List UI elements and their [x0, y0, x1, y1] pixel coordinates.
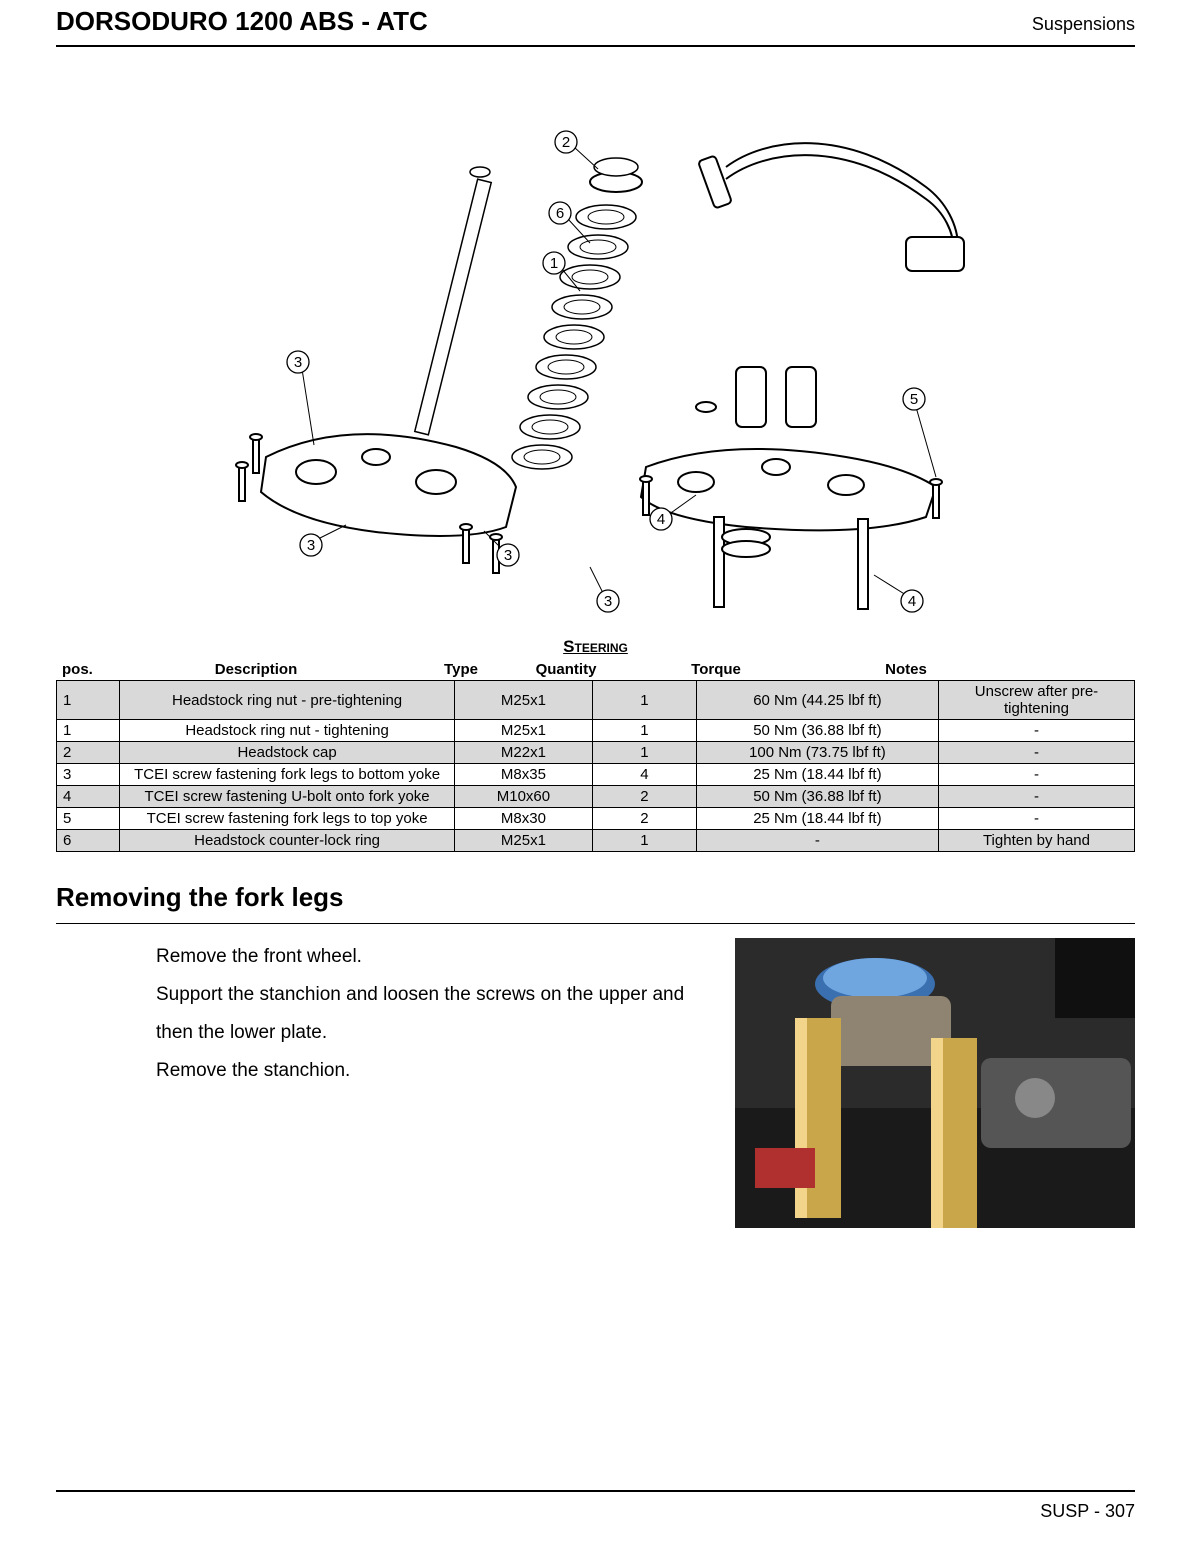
table-cell: TCEI screw fastening fork legs to bottom…	[120, 764, 454, 786]
table-row: 3TCEI screw fastening fork legs to botto…	[57, 764, 1135, 786]
table-cell: M25x1	[454, 720, 592, 742]
callout-3a: 3	[293, 354, 301, 371]
upper-yoke	[640, 367, 942, 609]
instruction-text: Remove the front wheel. Support the stan…	[156, 938, 717, 1090]
instruction-line: Support the stanchion and loosen the scr…	[156, 976, 717, 1052]
callout-5: 5	[909, 391, 917, 408]
callout-4b: 4	[907, 593, 915, 610]
table-cell: 1	[593, 720, 697, 742]
header-title: DORSODURO 1200 ABS - ATC	[56, 6, 428, 37]
table-cell: Headstock ring nut - pre-tightening	[120, 681, 454, 720]
table-row: 6Headstock counter-lock ringM25x11-Tight…	[57, 830, 1135, 852]
steering-table-wrap: Steering pos. Description Type Quantity …	[56, 637, 1135, 852]
table-cell: -	[938, 742, 1134, 764]
table-cell: M25x1	[454, 830, 592, 852]
callout-6: 6	[555, 205, 563, 222]
section-rule	[56, 923, 1135, 924]
table-cell: 50 Nm (36.88 lbf ft)	[696, 786, 938, 808]
table-cell: 1	[593, 742, 697, 764]
callout-3d: 3	[603, 593, 611, 610]
table-cell: 1	[57, 720, 120, 742]
table-cell: M8x35	[454, 764, 592, 786]
table-cell: -	[938, 786, 1134, 808]
callout-3c: 3	[503, 547, 511, 564]
table-cell: 60 Nm (44.25 lbf ft)	[696, 681, 938, 720]
table-title: Steering	[56, 637, 1135, 657]
header-section: Suspensions	[1032, 14, 1135, 35]
table-cell: M25x1	[454, 681, 592, 720]
callout-3b: 3	[306, 537, 314, 554]
table-row: 5TCEI screw fastening fork legs to top y…	[57, 808, 1135, 830]
th-pos: pos.	[56, 659, 111, 680]
instruction-line: Remove the stanchion.	[156, 1052, 717, 1090]
table-cell: 50 Nm (36.88 lbf ft)	[696, 720, 938, 742]
headstock-stack	[512, 158, 642, 469]
table-cell: Headstock counter-lock ring	[120, 830, 454, 852]
fork-photo	[735, 938, 1135, 1228]
table-header-row: pos. Description Type Quantity Torque No…	[56, 659, 1135, 680]
th-qty: Quantity	[521, 659, 611, 680]
handlebar	[697, 143, 963, 271]
table-cell: 2	[57, 742, 120, 764]
table-cell: Headstock ring nut - tightening	[120, 720, 454, 742]
callout-4a: 4	[656, 511, 664, 528]
table-cell: TCEI screw fastening fork legs to top yo…	[120, 808, 454, 830]
th-torq: Torque	[611, 659, 821, 680]
table-cell: 25 Nm (18.44 lbf ft)	[696, 764, 938, 786]
table-cell: 100 Nm (73.75 lbf ft)	[696, 742, 938, 764]
table-cell: M10x60	[454, 786, 592, 808]
callout-2: 2	[561, 134, 569, 151]
table-row: 4TCEI screw fastening U-bolt onto fork y…	[57, 786, 1135, 808]
callout-1: 1	[549, 255, 557, 272]
subheading-removing-fork-legs: Removing the fork legs	[56, 882, 1135, 913]
steering-axle	[414, 167, 490, 435]
table-cell: 3	[57, 764, 120, 786]
instruction-row: Remove the front wheel. Support the stan…	[56, 938, 1135, 1228]
table-row: 1Headstock ring nut - pre-tighteningM25x…	[57, 681, 1135, 720]
table-cell: 25 Nm (18.44 lbf ft)	[696, 808, 938, 830]
table-cell: 1	[593, 830, 697, 852]
table-cell: 6	[57, 830, 120, 852]
table-cell: M8x30	[454, 808, 592, 830]
th-desc: Description	[111, 659, 401, 680]
footer-page-label: SUSP - 307	[1040, 1501, 1135, 1522]
exploded-diagram-wrap: 2 6 1 3 3 3 3 4 4 5	[56, 47, 1135, 633]
table-cell: Unscrew after pre-tightening	[938, 681, 1134, 720]
table-cell: TCEI screw fastening U-bolt onto fork yo…	[120, 786, 454, 808]
page-header: DORSODURO 1200 ABS - ATC Suspensions	[56, 0, 1135, 47]
table-cell: 1	[593, 681, 697, 720]
table-cell: -	[938, 808, 1134, 830]
exploded-diagram: 2 6 1 3 3 3 3 4 4 5	[206, 87, 986, 617]
table-cell: M22x1	[454, 742, 592, 764]
table-row: 2Headstock capM22x11100 Nm (73.75 lbf ft…	[57, 742, 1135, 764]
th-type: Type	[401, 659, 521, 680]
lower-yoke	[236, 434, 516, 573]
page-footer: SUSP - 307	[56, 1228, 1135, 1528]
table-cell: Tighten by hand	[938, 830, 1134, 852]
th-note: Notes	[821, 659, 991, 680]
table-cell: 1	[57, 681, 120, 720]
steering-table: 1Headstock ring nut - pre-tighteningM25x…	[56, 680, 1135, 852]
table-cell: 4	[57, 786, 120, 808]
table-cell: 5	[57, 808, 120, 830]
table-cell: 2	[593, 808, 697, 830]
table-cell: Headstock cap	[120, 742, 454, 764]
table-cell: -	[938, 764, 1134, 786]
table-row: 1Headstock ring nut - tighteningM25x1150…	[57, 720, 1135, 742]
table-cell: 2	[593, 786, 697, 808]
instruction-line: Remove the front wheel.	[156, 938, 717, 976]
table-cell: -	[696, 830, 938, 852]
table-cell: -	[938, 720, 1134, 742]
table-cell: 4	[593, 764, 697, 786]
